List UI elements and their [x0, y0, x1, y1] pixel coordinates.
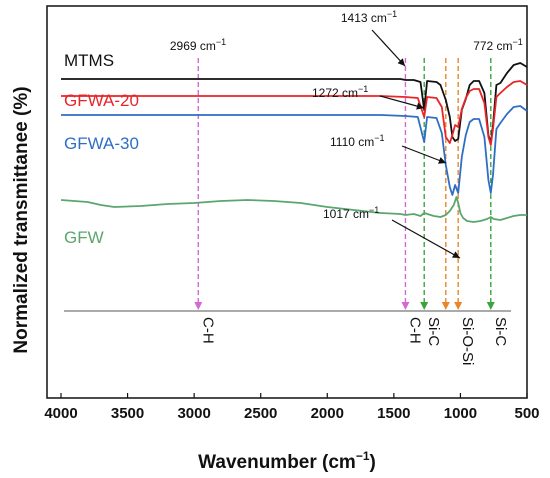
series-layer — [60, 62, 528, 223]
x-tick-label-2500: 2500 — [244, 405, 277, 422]
legend-mtms: MTMS — [64, 51, 114, 70]
annotation-1017: 1017 cm−1 — [323, 205, 379, 221]
marker-arrow-1017 — [454, 302, 463, 310]
marker-arrow-2969 — [194, 302, 203, 310]
arrow-1110 — [401, 145, 447, 164]
annotation-2969: 2969 cm−1 — [170, 37, 226, 53]
x-tick-label-1500: 1500 — [377, 405, 410, 422]
band-label-1272: Si-C — [425, 317, 442, 346]
series-line-gfw — [60, 196, 527, 223]
series-line-gfwa-20 — [61, 80, 528, 146]
series-line-gfwa-30 — [61, 105, 528, 196]
annotation-772: 772 cm−1 — [473, 37, 523, 53]
x-tick-label-1000: 1000 — [444, 405, 477, 422]
band-label-772: Si-C — [492, 317, 509, 346]
x-tick-label-3500: 3500 — [111, 405, 144, 422]
x-axis-title: Wavenumber (cm−1) — [198, 449, 376, 473]
band-label-1017: Si-O-Si — [459, 317, 476, 365]
arrow-1413 — [371, 29, 406, 67]
annotation-1413: 1413 cm−1 — [341, 9, 397, 25]
x-tick-label-3000: 3000 — [177, 405, 210, 422]
plot-frame — [46, 5, 528, 399]
x-axis-ticks: 4000 3500 3000 2500 2000 1500 1000 500 — [44, 393, 540, 422]
marker-arrow-772 — [486, 302, 495, 310]
marker-arrow-1413 — [401, 302, 410, 310]
band-label-2969: C-H — [199, 317, 216, 344]
marker-arrow-1272 — [420, 302, 429, 310]
band-label-1413: C-H — [406, 317, 423, 344]
series-line-mtms — [61, 62, 528, 144]
annotation-1272: 1272 cm−1 — [312, 84, 368, 100]
marker-arrow-1110 — [441, 302, 450, 310]
arrow-1272 — [379, 95, 425, 110]
x-tick-label-500: 500 — [514, 405, 539, 422]
legend-gfw: GFW — [64, 228, 104, 247]
legend-gfwa30: GFWA-30 — [64, 134, 139, 153]
band-markers: C-H C-H Si-C Si-O-Si Si-C — [194, 58, 509, 365]
x-tick-label-2000: 2000 — [311, 405, 344, 422]
x-tick-label-4000: 4000 — [44, 405, 77, 422]
arrow-1017 — [391, 219, 461, 259]
annotation-1110: 1110 cm−1 — [330, 133, 385, 149]
legend-gfwa20: GFWA-20 — [64, 91, 139, 110]
y-axis-title: Normalized transmittanee (%) — [11, 86, 32, 353]
